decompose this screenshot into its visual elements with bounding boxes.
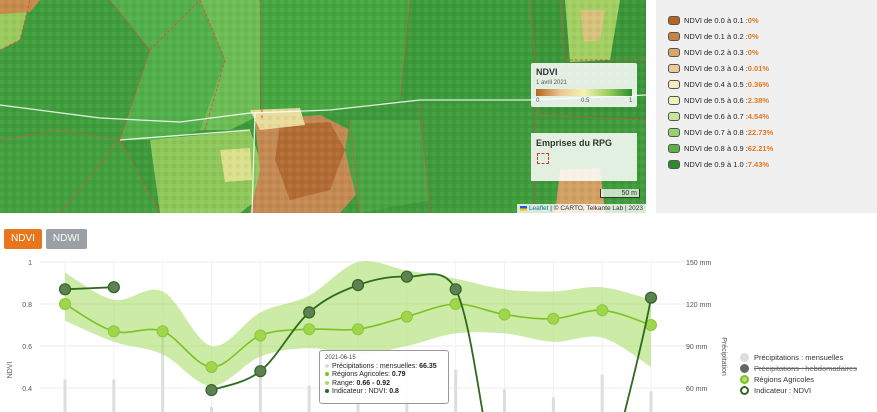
tooltip-row-regions: Régions Agricoles: 0.79 [325, 371, 443, 380]
legend-item: NDVI de 0.2 à 0.3 : 0% [668, 47, 759, 58]
y-axis-label: NDVI [7, 362, 14, 379]
tooltip-date: 2021-06-15 [325, 355, 356, 361]
ndvi-map[interactable]: NDVI 1 avril 2021 0 0.5 1 Emprises du RP… [0, 0, 646, 213]
ndvi-class-legend: NDVI de 0.0 à 0.1 : 0% NDVI de 0.1 à 0.2… [656, 0, 877, 213]
chart-legend-item-regions[interactable]: Régions Agricoles [740, 374, 857, 385]
map-scale-bar: 50 m [600, 189, 640, 198]
ndvi-map-legend: NDVI 1 avril 2021 0 0.5 1 [531, 63, 637, 107]
regions-agricoles-point [254, 329, 267, 342]
chart-legend-item-precip-weekly[interactable]: Précipitations : hebdomadaires [740, 363, 857, 374]
legend-item: NDVI de 0.1 à 0.2 : 0% [668, 31, 759, 42]
y2-tick-label: 60 mm [686, 386, 708, 393]
ndvi-indicator-point [351, 278, 365, 292]
ndvi-tick-0-5: 0.5 [581, 98, 590, 104]
legend-item: NDVI de 0.8 à 0.9 : 62.21% [668, 143, 773, 154]
regions-agricoles-point [205, 361, 218, 373]
legend-swatch [668, 48, 680, 57]
legend-swatch [668, 80, 680, 89]
ndvi-indicator-point [107, 281, 120, 294]
legend-swatch [668, 112, 680, 121]
precip-bar [307, 385, 311, 412]
regions-agricoles-point [547, 312, 560, 325]
rpg-layer-legend: Emprises du RPG [531, 133, 637, 181]
tooltip-row-indicateur: Indicateur : NDVI: 0.8 [325, 388, 443, 397]
legend-swatch [668, 96, 680, 105]
rpg-card-title: Emprises du RPG [536, 138, 613, 148]
ndvi-card-date: 1 avril 2021 [536, 80, 568, 86]
ndvi-indicator-line [623, 297, 652, 412]
y-tick-label: 1 [28, 260, 32, 267]
legend-item: NDVI de 0.3 à 0.4 : 0.01% [668, 63, 769, 74]
legend-item: NDVI de 0.0 à 0.1 : 0% [668, 15, 759, 26]
chart-tooltip: 2021-06-15 Précipitations : mensuelles: … [319, 350, 449, 404]
legend-item: NDVI de 0.6 à 0.7 : 4.54% [668, 111, 769, 122]
legend-marker [740, 386, 749, 395]
precip-bar [161, 335, 165, 412]
ndvi-time-series-chart[interactable]: 1 0.8 0.6 0.4 150 mm 120 mm 90 mm 60 mm NDVI Préc… [0, 252, 740, 412]
precip-bar [63, 379, 67, 412]
regions-agricoles-point [400, 310, 413, 323]
legend-item: NDVI de 0.7 à 0.8 : 22.73% [668, 127, 773, 138]
legend-item: NDVI de 0.5 à 0.6 : 2.38% [668, 95, 769, 106]
ndvi-indicator-point [303, 306, 316, 319]
regions-agricoles-point [107, 325, 120, 338]
precip-bar [112, 379, 116, 412]
y-tick-label: 0.8 [22, 302, 32, 309]
attribution-text: | © CARTO, Telkante Lab | 2023 [548, 205, 643, 212]
tooltip-row-precip: Précipitations : mensuelles: 66.35 [325, 363, 443, 372]
chart-legend-item-ndvi[interactable]: Indicateur : NDVI [740, 385, 857, 396]
ndvi-gradient-bar [536, 89, 632, 96]
y2-tick-label: 150 mm [686, 260, 711, 267]
regions-agricoles-point [352, 323, 364, 336]
chart-legend-item-precip-monthly[interactable]: Précipitations : mensuelles [740, 352, 857, 363]
regions-agricoles-point [59, 298, 71, 310]
precip-bar [649, 391, 653, 412]
tab-ndvi[interactable]: NDVI [4, 229, 42, 249]
ukraine-flag-icon [519, 205, 527, 211]
ndvi-indicator-point [58, 283, 72, 296]
legend-swatch [668, 128, 680, 137]
legend-marker [740, 375, 749, 384]
map-tiles [0, 0, 646, 213]
ndvi-indicator-point [644, 291, 658, 304]
legend-swatch [668, 16, 680, 25]
legend-swatch [668, 160, 680, 169]
ndvi-indicator-point [254, 365, 267, 378]
legend-swatch [668, 32, 680, 41]
legend-marker [740, 364, 749, 373]
leaflet-link[interactable]: Leaflet [528, 205, 549, 212]
ndvi-tick-0: 0 [536, 98, 540, 104]
precip-bar [551, 397, 555, 412]
y2-axis-label: Précipitation [720, 337, 727, 376]
legend-swatch [668, 64, 680, 73]
tooltip-row-range: Range: 0.66 - 0.92 [325, 380, 443, 389]
y2-tick-label: 90 mm [686, 344, 708, 351]
regions-agricoles-point [498, 308, 511, 321]
precip-bar [454, 369, 458, 412]
ndvi-indicator-point [400, 270, 413, 283]
legend-marker [740, 353, 749, 362]
precip-bar [600, 374, 604, 412]
regions-agricoles-point [596, 304, 609, 317]
index-tabs: NDVI NDWI [4, 229, 87, 249]
y-tick-label: 0.6 [22, 344, 32, 351]
y2-tick-label: 120 mm [686, 302, 711, 309]
regions-agricoles-point [303, 323, 316, 336]
precip-bar [210, 407, 213, 412]
legend-item: NDVI de 0.4 à 0.5 : 0.36% [668, 79, 769, 90]
y-tick-label: 0.4 [22, 386, 32, 393]
legend-swatch [668, 144, 680, 153]
ndvi-indicator-point [449, 283, 462, 296]
ndvi-indicator-point [205, 384, 218, 397]
regions-agricoles-point [156, 325, 169, 338]
ndvi-tick-1: 1 [629, 98, 633, 104]
tab-ndwi[interactable]: NDWI [45, 229, 87, 249]
ndvi-card-title: NDVI [536, 67, 558, 77]
map-attribution: Leaflet | © CARTO, Telkante Lab | 2023 [516, 204, 646, 213]
chart-legend: Précipitations : mensuelles Précipitatio… [740, 352, 857, 396]
precip-bar [503, 389, 506, 412]
legend-item: NDVI de 0.9 à 1.0 : 7.43% [668, 159, 769, 170]
rpg-swatch [537, 153, 549, 164]
